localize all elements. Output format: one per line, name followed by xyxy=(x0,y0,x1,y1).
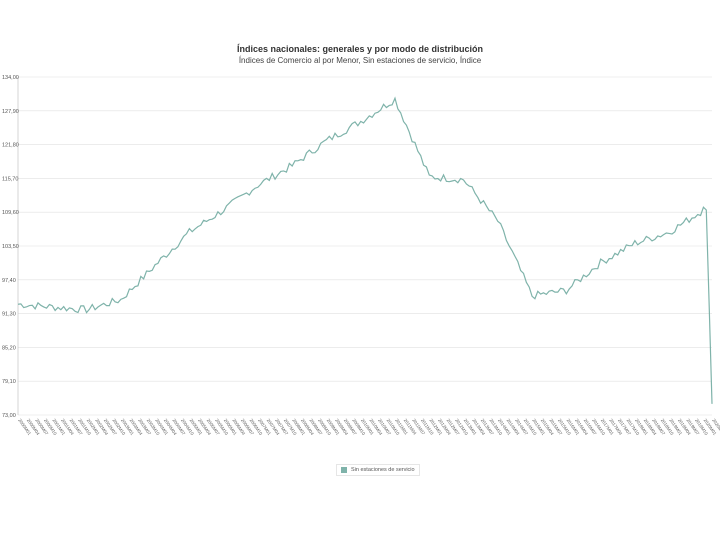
legend-label: Sin estaciones de servicio xyxy=(351,467,415,473)
series-line[interactable] xyxy=(17,96,713,404)
legend[interactable]: Sin estaciones de servicio xyxy=(336,464,420,476)
y-tick-label: 79,10 xyxy=(2,379,16,385)
x-axis-ticks: 2000M012000M042000M072000M102001M012001M… xyxy=(17,418,720,437)
y-tick-label: 85,20 xyxy=(2,345,16,351)
y-tick-label: 127,90 xyxy=(2,109,19,115)
series-layer xyxy=(17,96,713,404)
y-tick-label: 109,60 xyxy=(2,210,19,216)
y-tick-label: 115,70 xyxy=(2,176,18,182)
legend-swatch xyxy=(341,467,347,473)
y-tick-label: 134,00 xyxy=(2,75,19,81)
y-tick-label: 73,00 xyxy=(2,413,16,419)
y-axis-ticks: 73,00 79,10 85,20 91,30 97,40 103,50 109,60 115… xyxy=(2,75,19,419)
chart-subtitle: Índices de Comercio al por Menor, Sin es… xyxy=(238,56,482,65)
y-tick-label: 91,30 xyxy=(2,312,16,318)
y-tick-label: 121,80 xyxy=(2,143,19,149)
y-tick-label: 97,40 xyxy=(2,278,16,284)
y-tick-label: 103,50 xyxy=(2,244,19,250)
chart-title: Índices nacionales: generales y por modo… xyxy=(236,44,484,54)
grid-lines xyxy=(17,76,712,416)
